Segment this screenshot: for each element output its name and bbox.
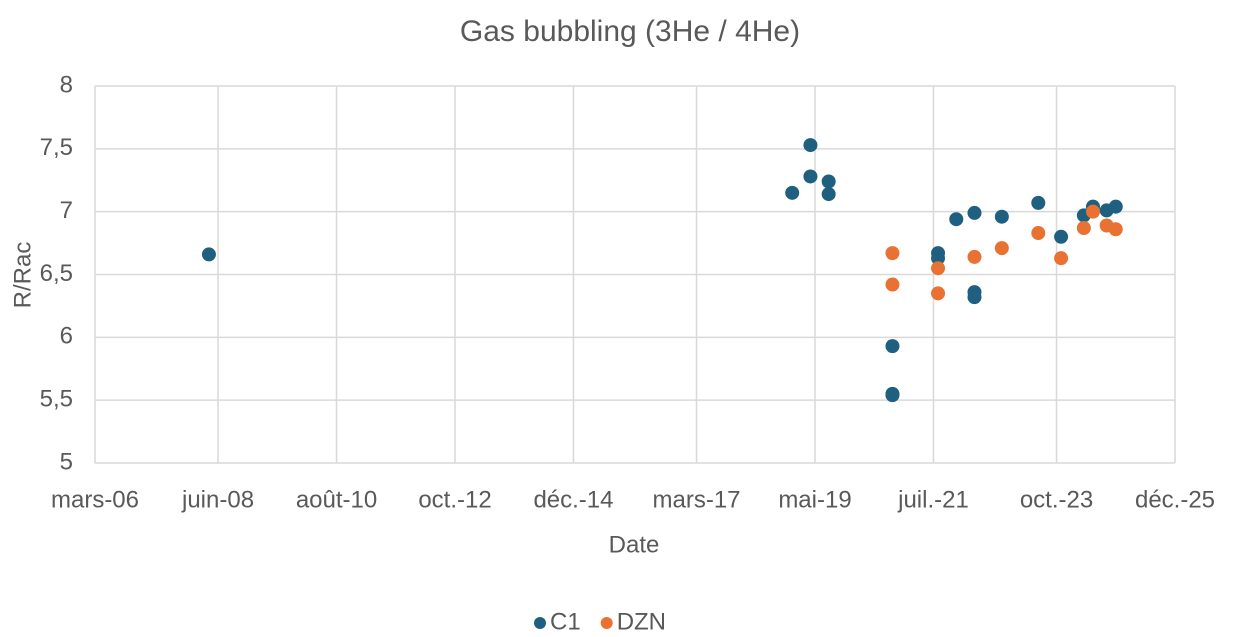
data-point <box>967 249 982 264</box>
data-point <box>994 241 1009 256</box>
legend-marker <box>534 617 546 629</box>
data-point <box>1031 195 1046 210</box>
x-tick-label: mai-19 <box>778 486 851 513</box>
x-tick-label: déc.-25 <box>1135 486 1215 513</box>
y-tick-label: 8 <box>60 71 73 98</box>
data-point <box>949 212 964 227</box>
data-point <box>967 205 982 220</box>
data-point <box>994 209 1009 224</box>
y-tick-label: 7,5 <box>40 134 73 161</box>
chart-title: Gas bubbling (3He / 4He) <box>460 15 800 48</box>
x-tick-label: août-10 <box>296 486 377 513</box>
data-point <box>931 261 946 276</box>
data-point <box>1108 199 1123 214</box>
x-axis-label: Date <box>609 531 660 558</box>
data-point <box>803 138 818 153</box>
y-tick-label: 6,5 <box>40 260 73 287</box>
data-point <box>1054 229 1069 244</box>
data-point <box>885 388 900 403</box>
x-tick-label: juil.-21 <box>897 486 969 513</box>
legend-marker <box>600 617 613 629</box>
data-point <box>821 187 836 202</box>
data-point <box>1054 251 1069 266</box>
y-tick-label: 7 <box>60 197 73 224</box>
data-point <box>1085 204 1100 219</box>
data-point <box>931 286 946 301</box>
legend-label: C1 <box>550 608 581 635</box>
legend-label: DZN <box>617 608 666 635</box>
y-axis-label: R/Rac <box>9 242 36 309</box>
x-tick-label: déc.-14 <box>533 486 613 513</box>
x-tick-label: mars-17 <box>653 486 741 513</box>
x-tick-label: juin-08 <box>181 486 254 513</box>
x-tick-label: mars-06 <box>51 486 139 513</box>
data-point <box>201 247 216 262</box>
data-point <box>885 277 900 292</box>
data-point <box>1076 221 1091 236</box>
data-point <box>1108 222 1123 237</box>
data-point <box>885 339 900 354</box>
y-tick-label: 5 <box>60 448 73 475</box>
data-point <box>821 174 836 189</box>
data-point <box>967 290 982 305</box>
y-tick-label: 5,5 <box>40 386 73 413</box>
x-tick-label: oct.-23 <box>1020 486 1093 513</box>
y-tick-label: 6 <box>60 323 73 350</box>
data-point <box>885 246 900 261</box>
x-tick-label: oct.-12 <box>418 486 491 513</box>
data-point <box>803 169 818 184</box>
data-point <box>785 185 800 200</box>
data-point <box>1031 226 1046 241</box>
data-point <box>931 251 946 266</box>
